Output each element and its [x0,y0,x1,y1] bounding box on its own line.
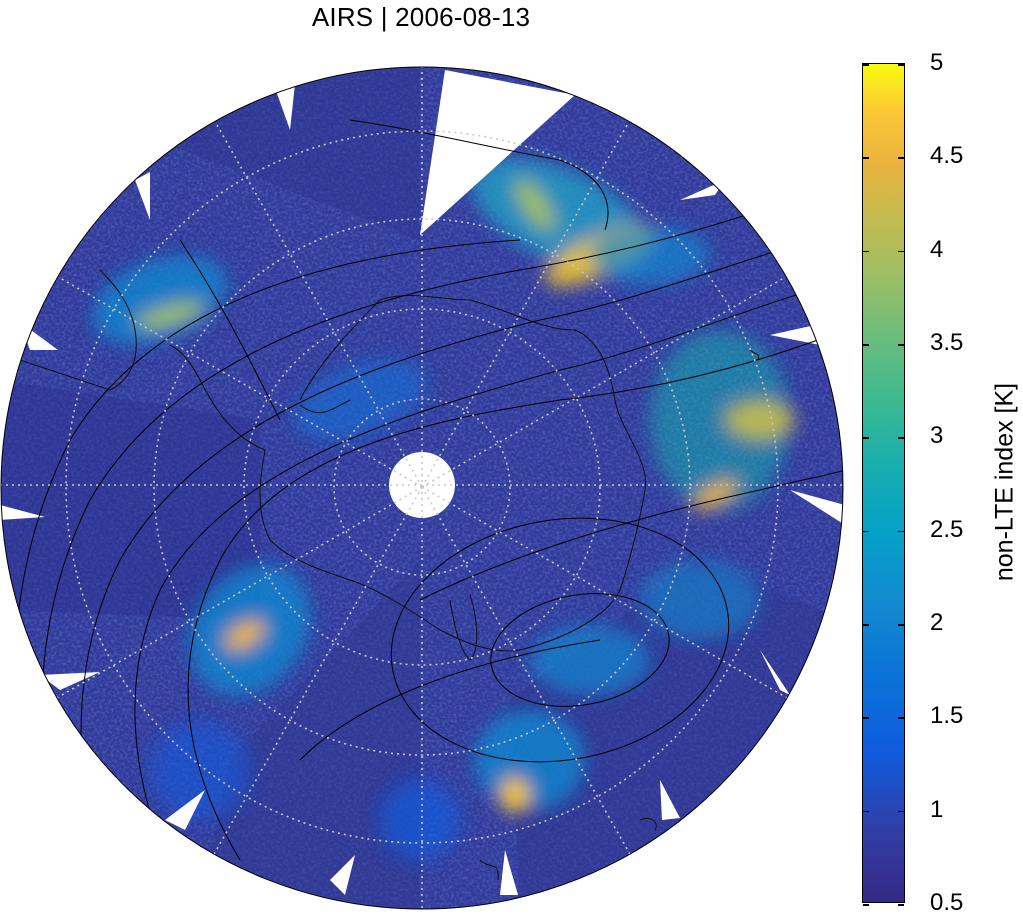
colorbar-tick-label: 4.5 [930,142,964,170]
graticule [1,67,843,909]
colorbar-tick-label: 3 [930,422,944,450]
polar-map [0,66,844,910]
colorbar-tick-label: 2.5 [930,515,964,543]
colorbar-tick-label: 3.5 [930,329,964,356]
colorbar [862,63,905,906]
data-gaps [1,70,843,895]
colorbar-tick-label: 1 [930,795,944,823]
colorbar-tick-label: 1.5 [930,702,964,730]
colorbar-tick-label: 0.5 [930,889,964,916]
colorbar-label: non-LTE index [K] [990,382,1019,582]
contours [13,119,843,881]
colorbar-tick-label: 2 [930,609,944,636]
colorbar-tick-label: 4 [930,235,944,263]
map-boundary [0,66,844,910]
map-title: AIRS | 2006-08-13 [311,2,531,32]
colorbar-tick-label: 5 [930,49,944,76]
